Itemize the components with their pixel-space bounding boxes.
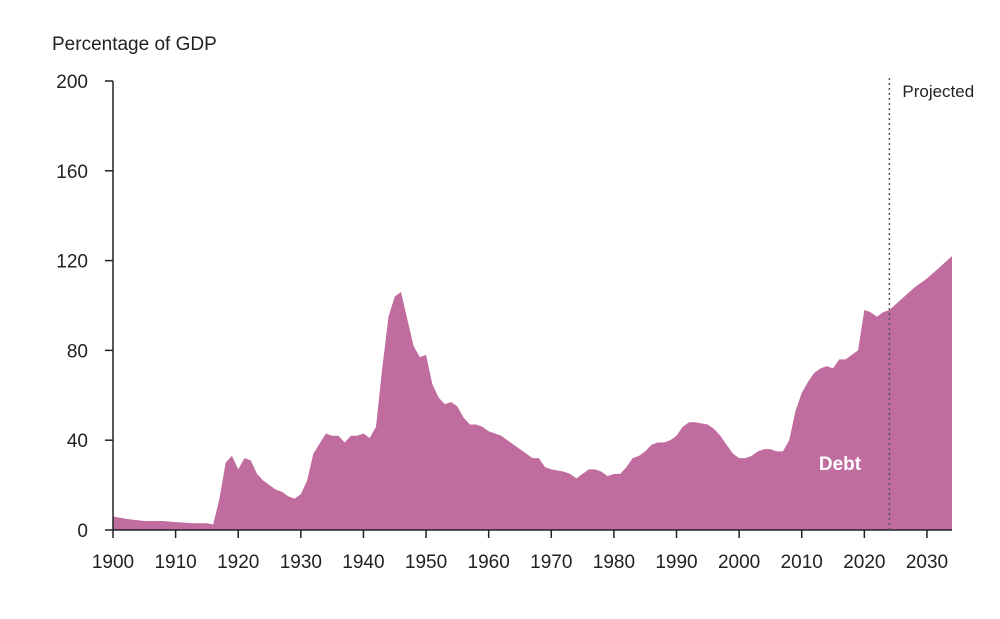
x-tick-label: 1920 — [217, 552, 259, 573]
x-tick-label: 2030 — [906, 552, 948, 573]
area-debt — [113, 256, 952, 530]
x-tick-label: 1990 — [655, 552, 697, 573]
y-axis-title: Percentage of GDP — [52, 34, 217, 55]
x-tick-label: 2020 — [843, 552, 885, 573]
x-tick-label: 1940 — [342, 552, 384, 573]
x-tick-label: 2010 — [781, 552, 823, 573]
x-tick-label: 1970 — [530, 552, 572, 573]
y-tick-label: 40 — [67, 431, 88, 452]
series-label-debt: Debt — [819, 454, 862, 475]
x-tick-label: 2000 — [718, 552, 760, 573]
x-tick-label: 1950 — [405, 552, 447, 573]
projected-label: Projected — [902, 82, 974, 101]
y-tick-label: 80 — [67, 341, 88, 362]
area-layer — [113, 256, 952, 530]
x-tick-label: 1960 — [468, 552, 510, 573]
axis-layer: 0 40 80 120 160 200 1900 1910 1920 1930 1940 1950 19… — [56, 72, 952, 573]
x-tick-label: 1980 — [593, 552, 635, 573]
y-tick-label: 120 — [56, 252, 88, 273]
y-tick-label: 160 — [56, 162, 88, 183]
annotation-layer: Debt Projected — [819, 78, 974, 530]
y-tick-label: 200 — [56, 72, 88, 93]
x-tick-label: 1900 — [92, 552, 134, 573]
y-tick-label: 0 — [77, 521, 88, 542]
x-tick-label: 1930 — [280, 552, 322, 573]
x-tick-label: 1910 — [154, 552, 196, 573]
